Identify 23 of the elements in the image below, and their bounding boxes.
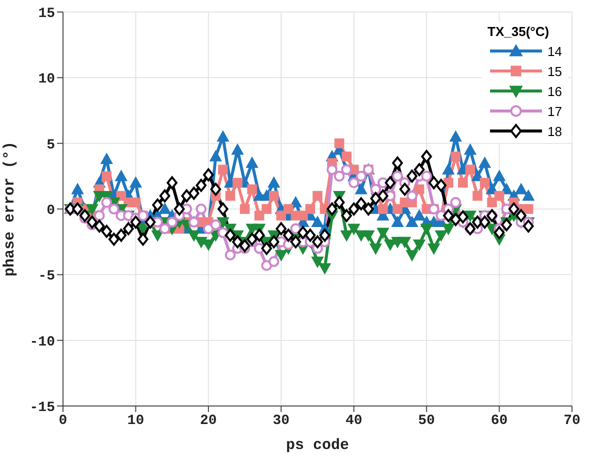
y-tick-label: 0 [46,202,55,219]
legend-title: TX_35(°C) [488,24,550,39]
x-tick-label: 70 [564,412,580,429]
x-tick-label: 60 [490,412,508,429]
y-tick-label: 15 [38,6,55,22]
x-tick-label: 50 [418,412,435,429]
y-tick-label: -15 [30,400,55,416]
legend-label: 14 [548,44,562,58]
legend-label: 17 [548,104,562,118]
x-tick-label: 40 [345,412,362,429]
y-axis-title: phase error (°) [1,141,18,277]
x-tick-label: 0 [58,412,68,429]
legend-label: 18 [548,124,562,138]
x-tick-label: 20 [200,412,217,429]
x-tick-label: 10 [127,412,144,429]
legend-label: 15 [548,64,562,78]
y-tick-label: 10 [38,72,55,88]
x-tick-label: 30 [272,412,290,429]
y-tick-label: -5 [38,268,55,285]
y-tick-label: 5 [46,137,55,154]
y-tick-label: -10 [30,334,55,350]
legend-label: 16 [548,84,562,98]
x-axis-title: ps code [286,437,350,454]
